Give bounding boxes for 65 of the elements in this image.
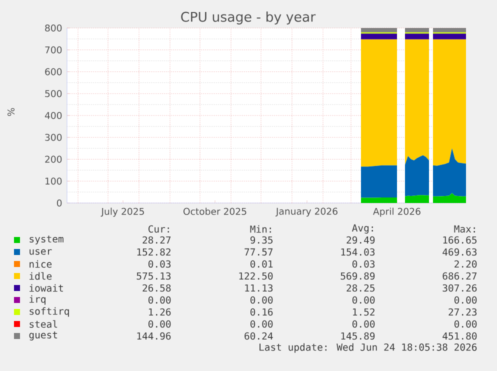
text: 122.50: [239, 272, 273, 280]
text: 144.96: [137, 332, 171, 340]
y-tick-label: 0: [56, 199, 62, 207]
y-tick-label: 400: [44, 112, 62, 120]
text: 77.57: [244, 248, 273, 256]
legend-label: user: [30, 249, 52, 255]
text: 0.00: [148, 320, 171, 328]
text: 28.25: [346, 284, 375, 292]
text: Last update: Wed Jun 24 18:05:38 2026: [260, 343, 477, 353]
text: 26.58: [142, 284, 171, 292]
text: 1.26: [149, 308, 171, 316]
y-tick-label: 500: [45, 90, 62, 98]
text: 569.89: [340, 272, 375, 280]
text: 0.00: [454, 320, 477, 328]
chart-title: CPU usage - by year: [181, 12, 316, 24]
text: 154.03: [341, 248, 375, 256]
text: 166.65: [443, 236, 477, 244]
text: 0.00: [250, 296, 273, 304]
text: 60.24: [244, 332, 273, 340]
text: 575.13: [136, 272, 171, 280]
legend-label: idle: [30, 272, 52, 280]
text: 0.00: [148, 296, 171, 304]
y-tick-label: 800: [45, 24, 62, 32]
y-tick-label: 700: [45, 46, 62, 54]
legend-label: irq: [30, 295, 46, 305]
legend-label: guest: [29, 332, 58, 340]
text: 1.52: [353, 308, 374, 316]
text: 0.00: [250, 320, 273, 328]
text: 469.63: [442, 248, 477, 256]
text: 29.49: [346, 236, 375, 244]
text: 0.00: [352, 296, 375, 304]
text: Avg:: [352, 224, 373, 234]
x-tick-label: January 2026: [275, 208, 338, 217]
text: 0.01: [250, 260, 273, 268]
legend-label: iowait: [30, 284, 63, 292]
text: 0.03: [352, 260, 375, 268]
text: 0.00: [352, 320, 375, 328]
x-tick-label: April 2026: [373, 208, 420, 217]
y-tick-label: 100: [46, 178, 62, 185]
x-tick-label: July 2025: [100, 208, 144, 217]
text: 152.82: [137, 248, 170, 256]
text: 307.26: [442, 284, 477, 292]
text: 11.13: [245, 284, 273, 292]
text: 28.27: [142, 236, 171, 244]
x-tick-label: October 2025: [183, 208, 246, 215]
text: 27.23: [448, 308, 477, 316]
y-tick-label: 200: [45, 156, 62, 163]
legend-label: nice: [30, 260, 52, 268]
text: Cur:: [148, 225, 169, 233]
text: 451.80: [442, 332, 477, 340]
text: 0.03: [148, 260, 171, 268]
text: 145.89: [341, 332, 375, 340]
legend-label: steal: [30, 320, 58, 328]
text: 0.00: [454, 296, 477, 304]
y-axis-title: %: [7, 108, 15, 116]
text: 686.27: [442, 272, 477, 280]
y-tick-label: 600: [45, 68, 62, 76]
text: Min:: [250, 225, 271, 233]
text: 0.16: [250, 308, 273, 316]
text: Max:: [454, 225, 475, 233]
legend-label: system: [30, 236, 64, 244]
text: 9.35: [250, 236, 273, 244]
text: 2.20: [454, 260, 477, 268]
y-tick-label: 300: [45, 134, 62, 141]
legend-label: softirq: [30, 307, 69, 317]
